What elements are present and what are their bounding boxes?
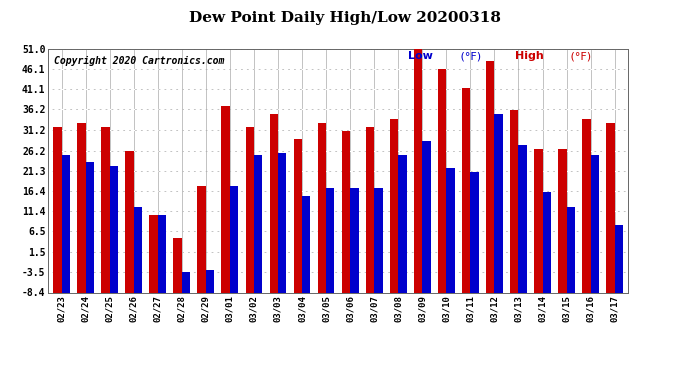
Text: (°F): (°F) xyxy=(567,51,591,61)
Text: Copyright 2020 Cartronics.com: Copyright 2020 Cartronics.com xyxy=(54,56,224,66)
Bar xyxy=(302,196,311,292)
Bar xyxy=(542,192,551,292)
Bar xyxy=(566,207,575,292)
Bar xyxy=(374,188,382,292)
Bar xyxy=(534,149,542,292)
Bar xyxy=(101,127,110,292)
Text: Low: Low xyxy=(408,51,433,61)
Bar xyxy=(607,123,615,292)
Bar xyxy=(495,114,503,292)
Bar xyxy=(317,123,326,292)
Bar xyxy=(486,61,495,292)
Bar xyxy=(294,139,302,292)
Bar xyxy=(558,149,566,292)
Bar xyxy=(181,272,190,292)
Bar xyxy=(77,123,86,292)
Bar xyxy=(326,188,335,292)
Bar xyxy=(126,152,134,292)
Bar xyxy=(221,106,230,292)
Bar xyxy=(390,118,398,292)
Bar xyxy=(278,153,286,292)
Bar xyxy=(471,172,479,292)
Bar xyxy=(414,49,422,292)
Text: Dew Point Daily High/Low 20200318: Dew Point Daily High/Low 20200318 xyxy=(189,11,501,25)
Bar xyxy=(582,118,591,292)
Bar xyxy=(206,270,214,292)
Text: (°F): (°F) xyxy=(457,51,481,61)
Bar xyxy=(158,215,166,292)
Bar xyxy=(134,207,142,292)
Bar xyxy=(149,215,158,292)
Bar xyxy=(438,69,446,292)
Bar xyxy=(254,156,262,292)
Bar xyxy=(510,110,518,292)
Bar xyxy=(61,156,70,292)
Bar xyxy=(398,156,406,292)
Bar xyxy=(350,188,359,292)
Bar xyxy=(462,88,471,292)
Bar xyxy=(173,237,181,292)
Bar xyxy=(197,186,206,292)
Bar xyxy=(110,166,118,292)
Bar xyxy=(446,168,455,292)
Bar xyxy=(366,127,374,292)
Bar xyxy=(230,186,238,292)
Bar xyxy=(342,131,350,292)
Bar xyxy=(422,141,431,292)
Bar xyxy=(518,145,527,292)
Bar xyxy=(86,162,94,292)
Bar xyxy=(615,225,623,292)
Text: High: High xyxy=(515,51,544,61)
Bar xyxy=(53,127,61,292)
Bar xyxy=(270,114,278,292)
Bar xyxy=(591,156,599,292)
Bar xyxy=(246,127,254,292)
